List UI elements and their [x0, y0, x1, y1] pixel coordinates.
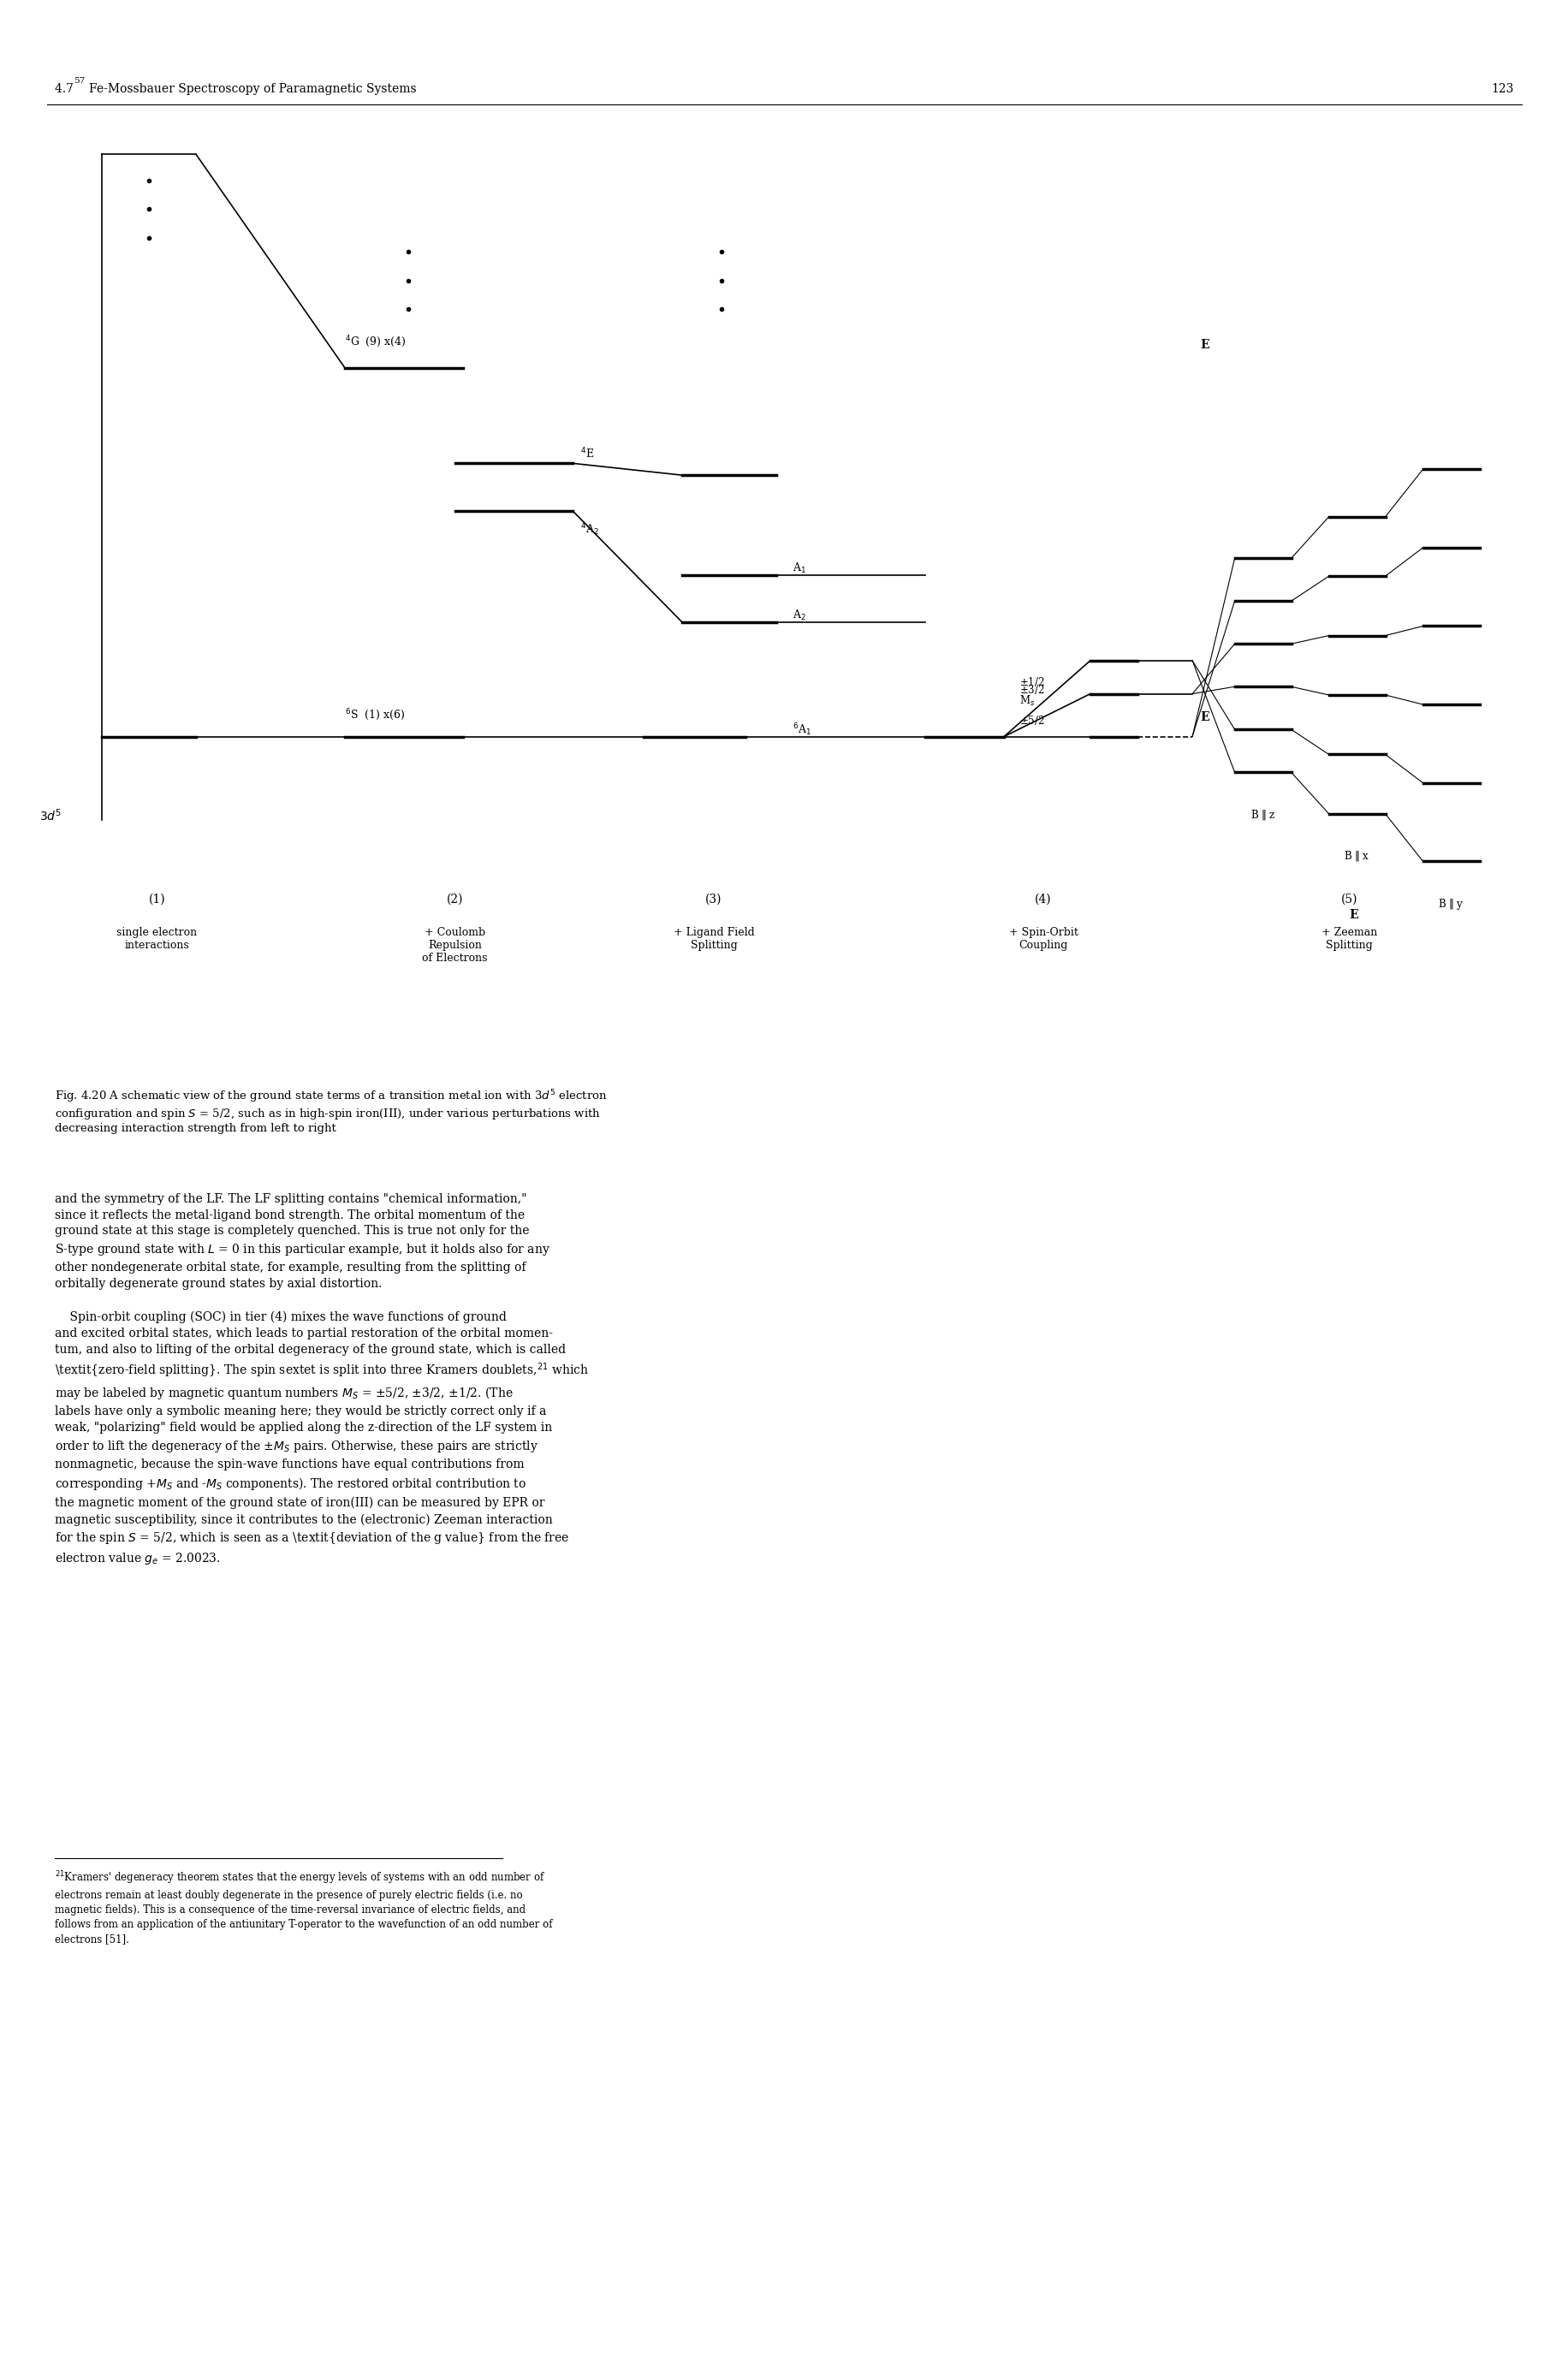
- Text: + Coulomb
Repulsion
of Electrons: + Coulomb Repulsion of Electrons: [422, 927, 488, 962]
- Text: (4): (4): [1035, 893, 1051, 905]
- Text: + Ligand Field
Splitting: + Ligand Field Splitting: [673, 927, 754, 950]
- Text: B $\|$ x: B $\|$ x: [1344, 851, 1369, 862]
- Text: 123: 123: [1491, 83, 1513, 95]
- Text: $^6$A$_1$: $^6$A$_1$: [792, 722, 811, 737]
- Text: single electron
interactions: single electron interactions: [116, 927, 198, 950]
- Text: E: E: [1348, 910, 1358, 922]
- Text: + Zeeman
Splitting: + Zeeman Splitting: [1320, 927, 1377, 950]
- Text: B $\|$ z: B $\|$ z: [1250, 808, 1275, 822]
- Text: and the symmetry of the LF. The LF splitting contains "chemical information,"
si: and the symmetry of the LF. The LF split…: [55, 1193, 588, 1566]
- Text: E: E: [1200, 710, 1209, 725]
- Text: B $\|$ y: B $\|$ y: [1438, 898, 1463, 912]
- Text: A$_2$: A$_2$: [792, 608, 806, 623]
- Text: $\pm$5/2: $\pm$5/2: [1019, 715, 1044, 727]
- Text: $3d^5$: $3d^5$: [39, 808, 61, 824]
- Text: M$_s$: M$_s$: [1019, 694, 1035, 708]
- Text: E: E: [1200, 337, 1209, 352]
- Text: 4.7: 4.7: [55, 83, 77, 95]
- Text: (2): (2): [447, 893, 463, 905]
- Text: $^6$S  (1) x(6): $^6$S (1) x(6): [345, 708, 405, 722]
- Text: $^4$G  (9) x(4): $^4$G (9) x(4): [345, 335, 406, 349]
- Text: 57: 57: [74, 76, 85, 86]
- Text: Fe-Mossbauer Spectroscopy of Paramagnetic Systems: Fe-Mossbauer Spectroscopy of Paramagneti…: [89, 83, 417, 95]
- Text: + Spin-Orbit
Coupling: + Spin-Orbit Coupling: [1008, 927, 1077, 950]
- Text: Fig. 4.20 A schematic view of the ground state terms of a transition metal ion w: Fig. 4.20 A schematic view of the ground…: [55, 1088, 607, 1133]
- Text: $\pm$3/2: $\pm$3/2: [1019, 682, 1044, 696]
- Text: (3): (3): [706, 893, 721, 905]
- Text: $^{21}$Kramers' degeneracy theorem states that the energy levels of systems with: $^{21}$Kramers' degeneracy theorem state…: [55, 1870, 552, 1946]
- Text: (1): (1): [149, 893, 165, 905]
- Text: $^4$A$_2$: $^4$A$_2$: [580, 523, 599, 537]
- Text: $\pm$1/2: $\pm$1/2: [1019, 675, 1044, 689]
- Text: $^4$E: $^4$E: [580, 447, 594, 461]
- Text: (5): (5): [1341, 893, 1356, 905]
- Text: A$_1$: A$_1$: [792, 561, 806, 575]
